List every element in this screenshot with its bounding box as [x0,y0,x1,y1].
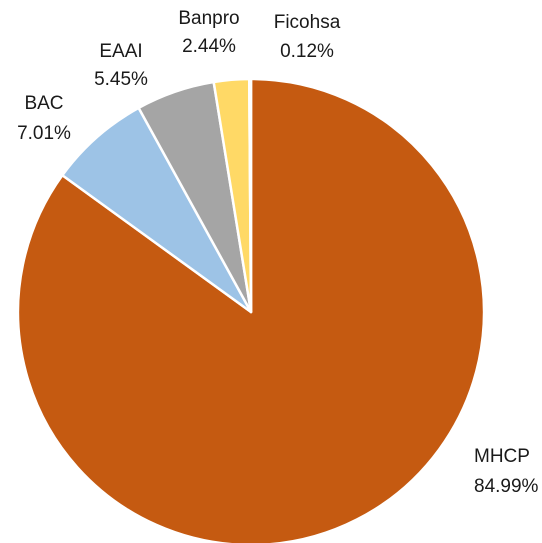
data-label-name-eaai: EAAI [99,41,142,62]
data-label-name-mhcp: MHCP [474,446,530,467]
data-label-value-banpro: 2.44% [182,36,236,57]
data-label-value-ficohsa: 0.12% [280,41,334,62]
data-label-name-bac: BAC [24,93,63,114]
pie-data-labels: MHCP 84.99% BAC 7.01% EAAI 5.45% Banpro 2.44% Fi… [17,8,538,497]
pie-slice-bac [61,106,253,314]
data-label-value-mhcp: 84.99% [474,476,539,497]
data-label-name-ficohsa: Ficohsa [274,12,341,33]
data-label-value-eaai: 5.45% [94,69,148,90]
data-label-value-bac: 7.01% [17,123,71,144]
pie-slices [16,77,486,543]
pie-slice-ficohsa [247,77,253,314]
data-label-name-banpro: Banpro [178,8,239,29]
